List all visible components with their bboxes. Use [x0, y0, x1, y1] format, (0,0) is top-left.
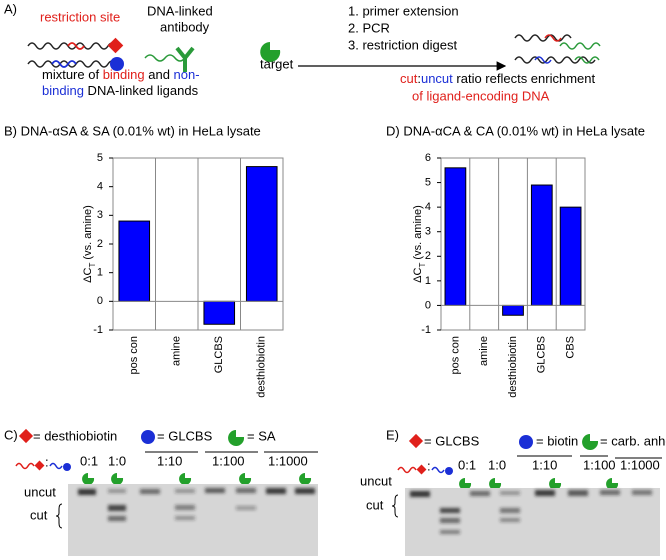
- ratio: 1:1000: [268, 453, 308, 468]
- target-label: target: [260, 56, 294, 71]
- mixture-text: mixture of binding and non-: [42, 67, 200, 82]
- y-axis-label-part: (vs. amine): [412, 205, 424, 262]
- y-tick-label: 2: [425, 250, 431, 262]
- bar: [530, 184, 553, 306]
- y-tick-label: 5: [425, 176, 431, 188]
- ratio: 1:10: [157, 453, 182, 468]
- y-tick-label: 0: [425, 299, 431, 311]
- x-tick-label: GLCBS: [536, 336, 548, 373]
- legend-text: = carb. anhd.: [600, 433, 666, 448]
- x-tick-label: GLCBS: [213, 336, 225, 373]
- y-tick-label: 3: [425, 226, 431, 238]
- ratio: 0:1: [458, 457, 476, 472]
- antibody-label: antibody: [160, 19, 210, 34]
- bar: [118, 220, 151, 302]
- x-tick-label: amine: [171, 336, 183, 366]
- y-tick-label: 5: [97, 152, 103, 164]
- y-tick-label: 1: [97, 267, 103, 279]
- y-axis-label-part: ΔC: [412, 267, 424, 282]
- result-text: of ligand-encoding DNA: [412, 88, 550, 103]
- chart-title: D) DNA-αCA & CA (0.01% wt) in HeLa lysat…: [386, 123, 645, 138]
- y-tick-label: 1: [425, 275, 431, 287]
- y-tick-label: 4: [425, 201, 431, 213]
- legend-text: = biotin: [536, 433, 578, 448]
- bar: [559, 206, 582, 306]
- colon: :: [45, 454, 49, 469]
- y-axis-label-part: ΔC: [82, 267, 94, 282]
- bar: [203, 300, 236, 325]
- step: 2. PCR: [348, 20, 390, 35]
- bar: [444, 167, 467, 306]
- plot-frame: [440, 157, 586, 331]
- ratio: 1:1000: [620, 457, 660, 472]
- step: 1. primer extension: [348, 3, 459, 18]
- bar: [245, 166, 278, 302]
- ratio: 1:100: [212, 453, 245, 468]
- step: 3. restriction digest: [348, 37, 457, 52]
- gel-label: uncut: [360, 473, 392, 488]
- y-tick-label: -1: [93, 324, 103, 336]
- ratio: 1:10: [532, 457, 557, 472]
- gel-label: cut: [366, 497, 384, 512]
- chart-title: B) DNA-αSA & SA (0.01% wt) in HeLa lysat…: [4, 123, 261, 138]
- ratio: 1:0: [108, 453, 126, 468]
- gel-label: uncut: [24, 484, 56, 499]
- legend-text: = desthiobiotin: [33, 428, 117, 443]
- panel-label: C): [4, 427, 18, 442]
- y-axis-label: ΔCT (vs. amine): [82, 205, 97, 283]
- y-tick-label: 0: [97, 295, 103, 307]
- y-tick-label: -1: [421, 324, 431, 336]
- gel-label: cut: [30, 507, 48, 522]
- ratio: 0:1: [80, 453, 98, 468]
- x-tick-label: amine: [478, 336, 490, 366]
- legend-text: = GLCBS: [424, 433, 480, 448]
- y-axis-label-part: T: [88, 263, 97, 268]
- x-tick-label: desthiobiotin: [507, 336, 519, 398]
- x-tick-label: pos con: [128, 336, 140, 375]
- x-tick-label: desthiobiotin: [256, 336, 268, 398]
- ratio: 1:0: [488, 457, 506, 472]
- y-tick-label: 3: [97, 209, 103, 221]
- y-tick-label: 4: [97, 181, 103, 193]
- ratio: 1:100: [583, 457, 616, 472]
- y-tick-label: 6: [425, 152, 431, 164]
- x-tick-label: pos con: [449, 336, 461, 375]
- result-text: cut:uncut ratio reflects enrichment: [400, 71, 596, 86]
- mixture-text: binding DNA-linked ligands: [42, 83, 199, 98]
- y-axis-label-part: T: [418, 263, 427, 268]
- panel-label: E): [386, 427, 399, 442]
- colon: :: [427, 458, 431, 473]
- y-axis-label: ΔCT (vs. amine): [412, 205, 427, 283]
- legend-text: = GLCBS: [157, 428, 213, 443]
- restriction-site: restriction site: [40, 9, 120, 24]
- antibody-label: DNA-linked: [147, 3, 213, 18]
- legend-text: = SA: [247, 428, 276, 443]
- x-tick-label: CBS: [565, 336, 577, 359]
- panel-label: A): [4, 1, 17, 16]
- bar: [502, 304, 524, 316]
- y-tick-label: 2: [97, 238, 103, 250]
- y-axis-label-part: (vs. amine): [82, 205, 94, 262]
